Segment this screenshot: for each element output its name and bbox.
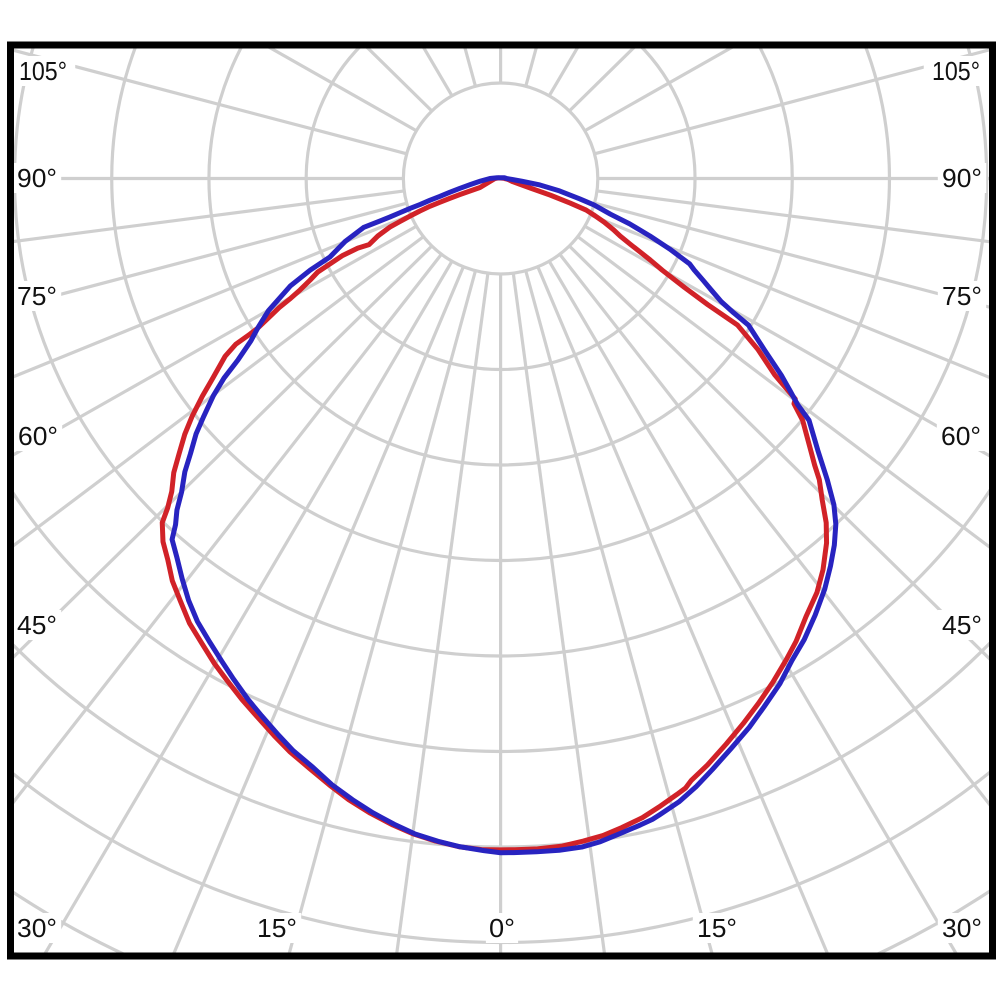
curve-blue	[169, 175, 839, 856]
angle-tick-label: 15°	[697, 913, 737, 943]
radial-gridline	[285, 270, 477, 960]
angle-tick-backplate	[12, 281, 62, 311]
angle-tick-backplate	[252, 913, 302, 943]
angle-tick-backplate	[692, 913, 742, 943]
angle-tick-label: 30°	[17, 913, 57, 943]
angle-tick-backplate	[937, 163, 987, 193]
angle-tick-backplate	[923, 56, 989, 86]
angle-tick-label: 0°	[489, 913, 515, 943]
radial-gridline	[536, 266, 832, 960]
angle-tick-label: 30°	[942, 913, 982, 943]
angle-tick-backplate	[485, 913, 519, 943]
radial-gridline	[7, 244, 433, 666]
angle-tick-backplate	[936, 421, 986, 451]
angle-tick-label: 60°	[18, 421, 58, 451]
angle-tick-label: 105°	[19, 56, 67, 86]
angle-tick-label: 75°	[17, 281, 57, 311]
angle-tick-backplate	[10, 56, 76, 86]
radial-gridline	[7, 201, 408, 311]
angle-tick-backplate	[12, 913, 62, 943]
angle-tick-backplate	[12, 610, 62, 640]
radial-gridline	[39, 260, 454, 960]
angle-tick-backplate	[937, 610, 987, 640]
radial-gridline	[589, 213, 996, 382]
radial-gridline	[394, 272, 490, 960]
radial-gridline	[524, 270, 716, 960]
angle-tick-label: 90°	[942, 163, 982, 193]
radial-gridline	[511, 272, 607, 960]
angle-tick-label: 45°	[17, 610, 57, 640]
radial-gridline	[576, 235, 996, 554]
angle-tick-backplate	[13, 421, 63, 451]
angle-tick-label: 90°	[17, 163, 57, 193]
radial-gridline	[568, 244, 996, 668]
angle-tick-label: 45°	[942, 610, 982, 640]
angle-tick-backplate	[937, 913, 987, 943]
radial-gridline	[7, 189, 405, 244]
radial-gridline	[169, 266, 465, 960]
radial-gridline	[594, 46, 996, 156]
radial-gridline	[584, 224, 996, 462]
radial-gridline	[547, 260, 962, 960]
angle-tick-backplate	[12, 163, 62, 193]
radial-gridline	[7, 46, 408, 156]
radial-gridline	[7, 253, 443, 813]
chart-frame	[7, 41, 996, 960]
radial-gridline	[558, 253, 996, 816]
radial-gridline	[7, 224, 418, 461]
angle-tick-label: 75°	[942, 281, 982, 311]
angle-tick-label: 15°	[257, 913, 297, 943]
radial-gridline	[7, 213, 412, 382]
angle-tick-label: 105°	[932, 56, 980, 86]
radial-gridline	[594, 201, 996, 311]
radial-gridline	[7, 235, 425, 553]
angle-tick-backplate	[937, 281, 987, 311]
radial-gridline	[596, 189, 996, 245]
angle-tick-label: 60°	[941, 421, 981, 451]
